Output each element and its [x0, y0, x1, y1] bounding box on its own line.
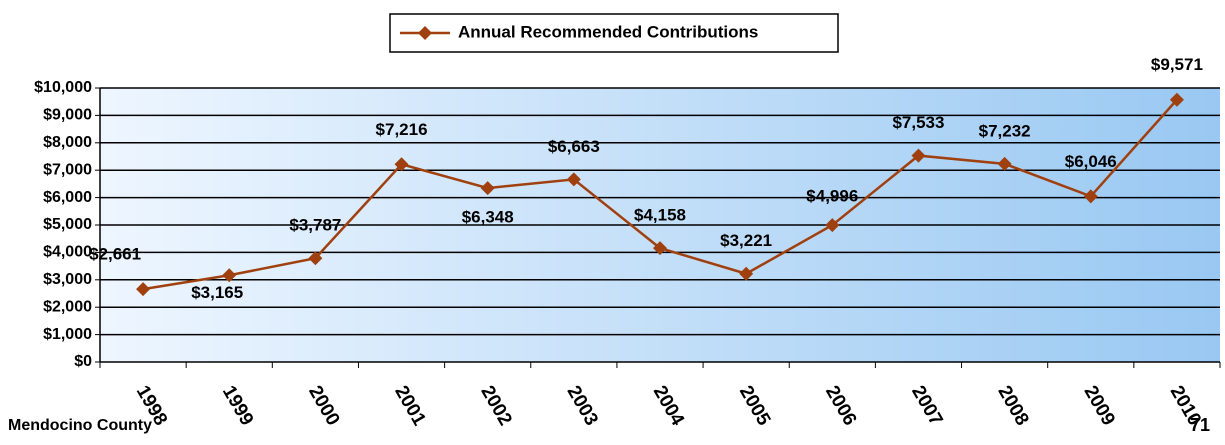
marker	[308, 251, 323, 266]
x-tick-label: 2002	[476, 382, 515, 429]
marker	[136, 282, 151, 297]
value-label: $3,787	[289, 216, 341, 235]
x-tick-label: 2000	[304, 382, 343, 429]
value-label: $6,663	[548, 137, 600, 156]
y-tick-label: $10,000	[34, 79, 92, 96]
value-label: $4,158	[634, 206, 686, 225]
marker	[394, 157, 409, 172]
value-label: $4,996	[806, 187, 858, 206]
x-tick-label: 1999	[218, 382, 257, 429]
legend-box	[389, 13, 839, 53]
x-tick-label: 2007	[907, 382, 946, 429]
marker	[739, 266, 754, 281]
x-tick-label: 2004	[649, 382, 689, 429]
y-tick-label: $3,000	[43, 271, 92, 288]
marker	[222, 268, 237, 283]
marker	[566, 172, 581, 187]
value-label: $3,165	[191, 283, 243, 302]
x-tick-label: 2006	[821, 382, 860, 429]
marker	[653, 241, 667, 256]
marker	[1169, 92, 1184, 107]
value-label: $6,348	[462, 208, 514, 227]
footer: Mendocino County	[8, 417, 152, 434]
y-tick-label: $7,000	[43, 161, 92, 178]
marker	[997, 156, 1012, 171]
value-label: $7,533	[892, 113, 944, 132]
value-label: $2,661	[89, 245, 141, 264]
y-tick-label: $0	[74, 353, 92, 370]
x-tick-label: 2001	[390, 382, 430, 429]
y-tick-label: $4,000	[43, 244, 92, 261]
marker	[825, 218, 840, 233]
legend-marker	[418, 26, 432, 40]
x-tick-label: 2003	[563, 382, 602, 429]
marker	[1083, 189, 1098, 204]
value-label: $7,216	[376, 120, 428, 139]
y-tick-label: $8,000	[43, 134, 92, 151]
y-tick-label: $9,000	[43, 107, 92, 124]
marker	[911, 148, 926, 163]
value-label: $3,221	[720, 231, 772, 250]
page-number: 71	[1190, 415, 1210, 435]
x-tick-label: 2008	[993, 382, 1032, 429]
value-label: $9,571	[1151, 55, 1203, 74]
legend-label: Annual Recommended Contributions	[458, 22, 758, 41]
y-tick-label: $2,000	[43, 298, 92, 315]
value-label: $6,046	[1065, 152, 1117, 171]
y-tick-label: $6,000	[43, 189, 92, 206]
y-tick-label: $5,000	[43, 216, 92, 233]
x-tick-label: 2005	[735, 382, 775, 429]
marker	[480, 181, 495, 196]
value-label: $7,232	[979, 121, 1031, 140]
y-tick-label: $1,000	[43, 326, 92, 343]
x-tick-label: 2009	[1080, 382, 1119, 429]
